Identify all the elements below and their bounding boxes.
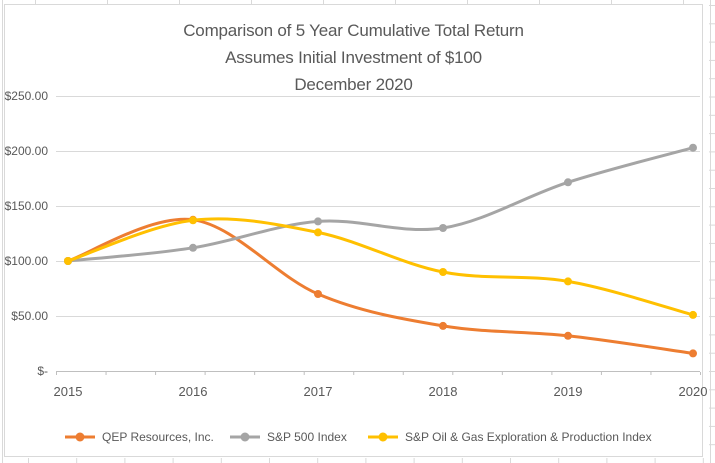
y-axis-label: $150.00 [4, 199, 48, 213]
x-axis-label-2017: 2017 [303, 384, 333, 399]
data-point-marker[interactable] [189, 243, 197, 252]
chart-title-line-1: Comparison of 5 Year Cumulative Total Re… [183, 21, 524, 40]
series-line[interactable] [66, 217, 695, 355]
gridlines [56, 96, 700, 317]
legend-marker [75, 432, 85, 442]
legend-swatch-icon [230, 432, 260, 442]
y-axis-label: $200.00 [4, 144, 48, 158]
data-point-marker[interactable] [564, 331, 572, 340]
x-axis-label-2015: 2015 [53, 384, 83, 399]
data-point-marker[interactable] [689, 143, 697, 152]
data-point-marker[interactable] [564, 178, 572, 187]
series-2[interactable] [64, 143, 697, 265]
series-line[interactable] [66, 217, 695, 317]
x-axis-label-2020: 2020 [678, 384, 708, 399]
data-point-marker[interactable] [189, 216, 197, 225]
series-line[interactable] [66, 146, 695, 263]
legend-label: QEP Resources, Inc. [102, 430, 214, 444]
data-point-marker[interactable] [314, 228, 322, 237]
x-axis-label-2018: 2018 [428, 384, 458, 399]
y-axis-label: $250.00 [4, 89, 48, 103]
data-point-marker[interactable] [439, 321, 447, 330]
legend-item-3[interactable]: S&P Oil & Gas Exploration & Production I… [368, 429, 652, 445]
legend-swatch-icon [65, 432, 95, 442]
x-axis-ticks [56, 372, 701, 375]
chart-title-line-2: Assumes Initial Investment of $100 [225, 48, 482, 67]
chart-title-line-3: December 2020 [294, 75, 413, 94]
data-point-marker[interactable] [564, 277, 572, 286]
series-1[interactable] [64, 215, 697, 358]
data-point-marker[interactable] [314, 217, 322, 226]
legend-marker [240, 432, 250, 442]
x-axis-label-2019: 2019 [553, 384, 583, 399]
legend-swatch-icon [368, 432, 398, 442]
legend-item-1[interactable]: QEP Resources, Inc. [65, 429, 214, 445]
chart-title: Comparison of 5 Year Cumulative Total Re… [4, 17, 703, 98]
chart-object[interactable] [4, 4, 703, 457]
data-point-marker[interactable] [64, 257, 72, 265]
data-point-marker[interactable] [314, 290, 322, 298]
data-point-marker[interactable] [439, 268, 447, 276]
y-axis-label: $50.00 [11, 309, 48, 323]
series-3[interactable] [64, 216, 697, 319]
x-axis-label-2016: 2016 [178, 384, 208, 399]
legend-label: S&P 500 Index [267, 430, 347, 444]
data-point-marker[interactable] [689, 349, 697, 358]
data-point-marker[interactable] [439, 224, 447, 232]
y-axis-label: $- [37, 364, 48, 378]
y-axis-label: $100.00 [4, 254, 48, 268]
legend-label: S&P Oil & Gas Exploration & Production I… [405, 430, 652, 444]
legend-item-2[interactable]: S&P 500 Index [230, 429, 347, 445]
legend-marker [378, 432, 388, 442]
data-point-marker[interactable] [689, 310, 697, 319]
